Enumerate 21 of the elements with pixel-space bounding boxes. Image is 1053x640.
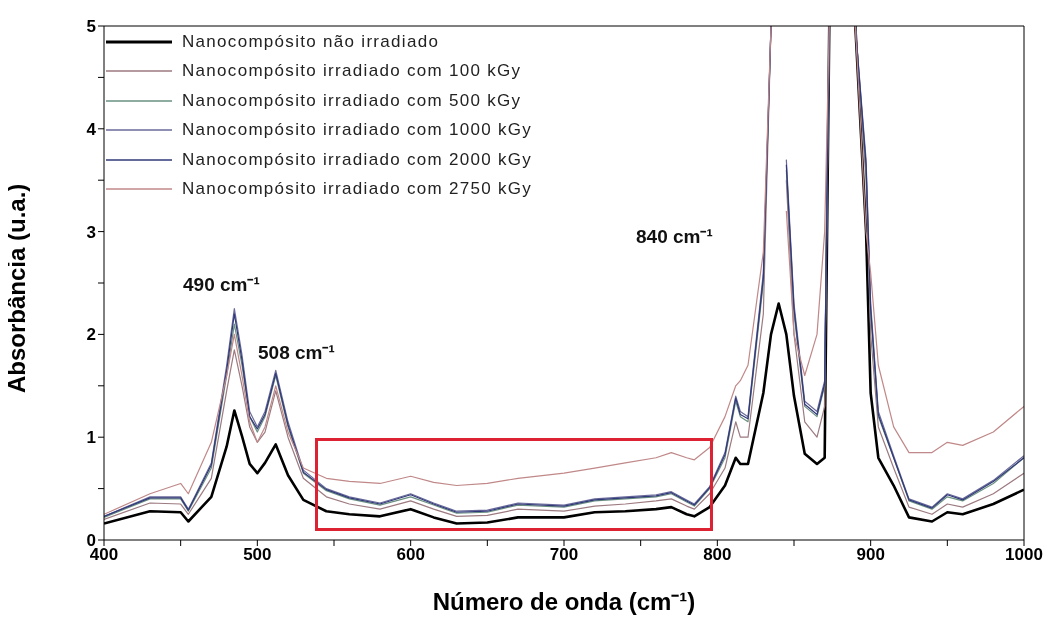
legend-label: Nanocompósito irradiado com 500 kGy [182,90,522,111]
y-tick-label: 3 [86,222,96,242]
annotation: 490 cm⁻¹ [183,273,260,297]
x-tick-label: 1000 [1005,545,1043,565]
legend-label: Nanocompósito irradiado com 100 kGy [182,61,522,82]
annotation: 840 cm⁻¹ [636,225,713,249]
legend-label: Nanocompósito irradiado com 2000 kGy [182,149,533,170]
legend-label: Nanocompósito irradiado com 2750 kGy [182,179,533,200]
x-tick-label: 900 [856,545,885,565]
y-tick-label: 4 [86,119,97,139]
y-tick-label: 5 [86,17,96,37]
annotation: 508 cm⁻¹ [258,341,335,365]
x-tick-label: 800 [703,545,732,565]
x-tick-label: 700 [549,545,579,565]
x-tick-label: 600 [396,545,425,565]
y-tick-label: 1 [86,428,96,448]
x-axis-title: Número de onda (cm⁻¹) [432,588,696,615]
legend-label: Nanocompósito não irradiado [182,31,440,52]
legend-label: Nanocompósito irradiado com 1000 kGy [182,120,533,141]
x-tick-label: 500 [243,545,272,565]
y-tick-label: 2 [86,325,96,345]
